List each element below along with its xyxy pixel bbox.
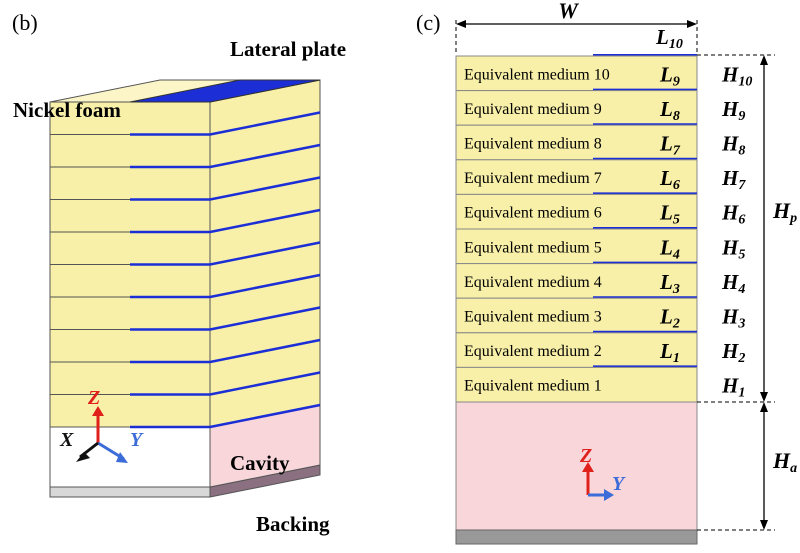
plate-label: L7: [659, 132, 681, 159]
axes-2d: Z Y: [579, 445, 626, 501]
nickel-foam-label: Nickel foam: [13, 98, 121, 122]
cavity-region: [455, 401, 698, 531]
lateral-plate-side: [209, 208, 321, 234]
axis-y-label: Y: [130, 429, 144, 451]
lateral-plate-side: [209, 306, 321, 331]
medium-label: Equivalent medium 9: [464, 101, 602, 118]
foam-layer-front: [49, 361, 211, 395]
plate-label: L5: [659, 201, 680, 228]
medium-label: Equivalent medium 2: [464, 343, 602, 360]
foam-layer-front: [49, 134, 211, 168]
medium-label: Equivalent medium 4: [464, 274, 602, 291]
height-label: H8: [721, 132, 745, 159]
medium-label: Equivalent medium 7: [464, 170, 602, 187]
medium-layer: [455, 55, 698, 92]
height-label: H7: [721, 166, 746, 193]
plate-label: L9: [659, 62, 680, 89]
lateral-plate-side: [209, 176, 321, 201]
equivalent-media: Equivalent medium 10 L9 H10 Equivalent medi…: [455, 55, 752, 403]
nickel-foam-layers: [49, 79, 321, 429]
panel-c-label: (c): [416, 10, 440, 35]
cavity-label: Cavity: [230, 451, 290, 475]
panel-b-label: (b): [12, 10, 38, 35]
lateral-plate-side: [209, 241, 321, 266]
lateral-plate-side: [209, 338, 321, 364]
height-label: H9: [721, 97, 745, 124]
axis-z-label: Z: [87, 387, 100, 409]
medium-label: Equivalent medium 5: [464, 239, 602, 256]
foam-layer-front: [49, 231, 211, 265]
medium-layer: [455, 124, 698, 161]
axis-y-label-2d: Y: [612, 473, 626, 495]
axis-z-label-2d: Z: [579, 445, 592, 467]
lateral-plate-side: [209, 273, 321, 299]
medium-layer: [455, 228, 698, 265]
lateral-plate-side: [209, 111, 321, 136]
medium-label: Equivalent medium 8: [464, 136, 602, 153]
height-label: H4: [721, 270, 745, 297]
width-dimension: W: [455, 0, 698, 55]
medium-layer: [455, 90, 698, 126]
plate-label: L3: [659, 270, 680, 297]
height-label: H5: [721, 235, 745, 262]
plate-label: L8: [659, 97, 680, 124]
foam-layer-front: [49, 329, 211, 363]
height-label: H6: [721, 201, 745, 228]
lateral-plate-label: Lateral plate: [230, 37, 346, 61]
width-label: W: [558, 0, 579, 23]
ha-label: Ha: [772, 448, 797, 476]
foam-layer-front: [49, 166, 211, 200]
top-face: [49, 79, 321, 103]
axis-x-label: X: [59, 429, 74, 451]
plate-label: L4: [659, 235, 680, 262]
plate-label: L6: [659, 166, 680, 193]
height-label: H10: [721, 62, 752, 89]
height-label: H1: [721, 374, 745, 401]
plate-label-top: L10: [655, 25, 683, 52]
medium-layer: [455, 263, 698, 299]
backing-label: Backing: [256, 512, 330, 536]
medium-label: Equivalent medium 10: [464, 66, 610, 83]
backing-region: [455, 529, 698, 545]
foam-layer-front: [49, 199, 211, 233]
lateral-plate-top: [129, 79, 321, 103]
hp-label: Hp: [772, 198, 797, 226]
medium-label: Equivalent medium 6: [464, 205, 602, 222]
panel-c: (c) W L10 Equivalent medium 10 L9 H10Equiv…: [416, 0, 797, 545]
height-label: H2: [721, 339, 745, 366]
plate-label: L1: [659, 339, 680, 366]
lateral-plate-side: [209, 143, 321, 169]
foam-layer-front: [49, 394, 211, 428]
foam-layer-front: [49, 264, 211, 298]
height-label: H3: [721, 305, 745, 332]
medium-label: Equivalent medium 3: [464, 309, 602, 326]
medium-layer: [455, 332, 698, 368]
lateral-plate-side: [209, 371, 321, 396]
panel-b: (b) Lateral plate Nickel foam Cavity Bac…: [12, 10, 346, 536]
medium-label: Equivalent medium 1: [464, 378, 602, 395]
height-dimensions: Hp Ha: [697, 54, 797, 531]
axes-3d: Z Y X: [59, 387, 144, 463]
lateral-plate-side: [209, 403, 321, 429]
foam-layer-front: [49, 296, 211, 330]
plate-label: L2: [659, 305, 680, 332]
medium-layer: [455, 193, 698, 230]
